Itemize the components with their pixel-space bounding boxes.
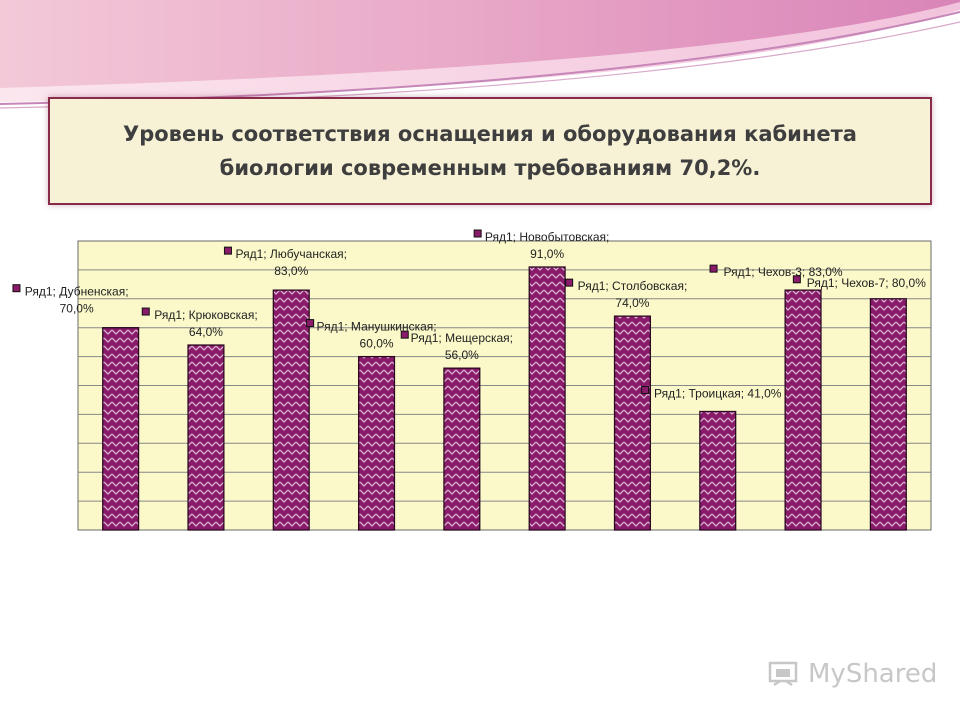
legend-key-marker [141,307,150,316]
legend-key-marker [400,330,409,339]
bar-троицкая [699,410,737,531]
bar-чехов-7 [869,298,907,531]
data-label-новобытовская: Ряд1; Новобытовская; 91,0% [473,229,610,261]
legend-key-marker [12,284,21,293]
bar-мещерская [443,367,481,531]
legend-key-marker [641,386,650,395]
data-label-value: 83,0% [274,264,308,278]
bar-крюковская [187,344,225,531]
data-label-столбовская: Ряд1; Столбовская; 74,0% [565,278,688,310]
data-label-value: 56,0% [445,348,479,362]
chart-title-line-1: Уровень соответствия оснащения и оборудо… [123,122,857,146]
watermark: MyShared [768,654,937,694]
data-label-value: 74,0% [615,296,649,310]
data-label-value: 60,0% [360,337,394,351]
data-label-троицкая: Ряд1; Троицкая; 41,0% [641,386,782,401]
data-label-name: Ряд1; Чехов-3; 83,0% [723,265,842,279]
data-label-дубненская: Ряд1; Дубненская; 70,0% [12,284,129,316]
data-label-value: 91,0% [530,247,564,261]
data-label-крюковская: Ряд1; Крюковская; 64,0% [141,307,258,339]
chart-title-line-2: биологии современным требованиям 70,2%. [219,156,761,180]
header-swoosh-decoration [0,0,960,109]
data-label-чехов-3: Ряд1; Чехов-3; 83,0% [709,264,843,279]
bar-столбовская [613,315,652,531]
legend-key-marker [306,319,315,328]
bar-дубненская [102,327,140,531]
bar-любучанская [272,289,310,531]
legend-key-marker [223,246,232,255]
legend-key-marker [473,229,482,238]
chart-title-box: Уровень соответствия оснащения и оборудо… [48,97,932,205]
data-label-name: Ряд1; Крюковская; [154,308,257,322]
data-label-любучанская: Ряд1; Любучанская; 83,0% [223,246,347,278]
data-label-манушкинская: Ряд1; Манушкинская; 60,0% [306,319,437,351]
data-label-name: Ряд1; Дубненская; [25,285,129,299]
data-label-чехов-7: Ряд1; Чехов-7; 80,0% [792,275,926,290]
data-label-name: Ряд1; Манушкинская; [316,320,436,334]
data-label-value: 64,0% [189,325,223,339]
legend-key-marker [565,278,574,287]
data-label-name: Ряд1; Чехов-7; 80,0% [807,276,926,290]
bar-чехов-3 [784,289,822,531]
data-label-name: Ряд1; Любучанская; [235,247,347,261]
data-label-value: 70,0% [60,302,94,316]
legend-key-marker [709,264,718,273]
data-label-name: Ряд1; Столбовская; [578,279,688,293]
data-label-name: Ряд1; Новобытовская; [485,230,610,244]
data-label-name: Ряд1; Троицкая; 41,0% [654,387,782,401]
legend-key-marker [792,275,801,284]
bar-новобытовская [528,266,566,531]
watermark-text: MyShared [808,659,938,689]
data-label-мещерская: Ряд1; Мещерская; 56,0% [400,330,513,362]
presentation-icon [768,661,798,687]
data-label-name: Ряд1; Мещерская; [411,331,513,345]
bar-манушкинская [357,355,396,531]
